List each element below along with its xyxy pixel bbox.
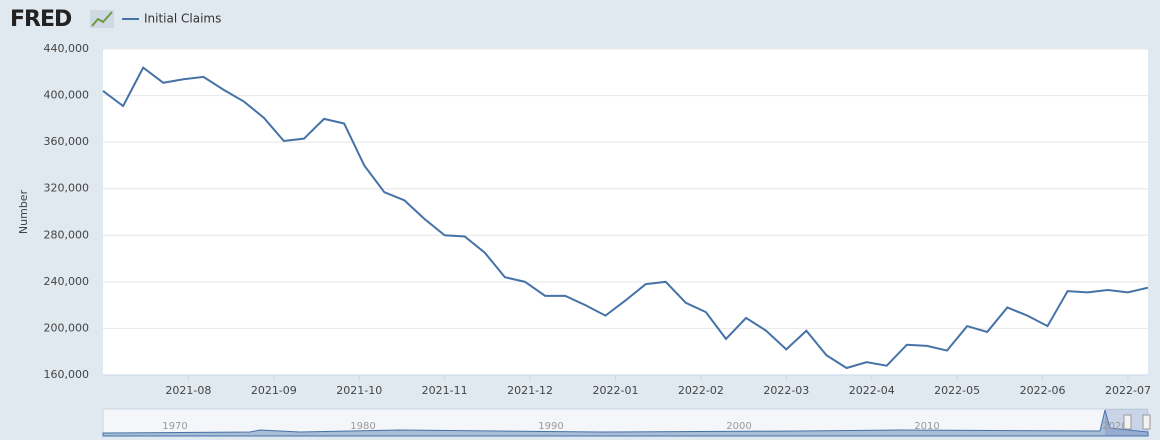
y-tick-label: 160,000: [44, 368, 90, 381]
x-tick-label: 2021-09: [251, 384, 297, 397]
x-tick-label: 2022-06: [1020, 384, 1066, 397]
legend-label[interactable]: Initial Claims: [144, 12, 221, 26]
y-tick-label: 280,000: [44, 228, 90, 241]
x-tick-label: 2021-10: [336, 384, 382, 397]
y-tick-label: 440,000: [44, 42, 90, 55]
navigator-label: 2020: [1102, 421, 1127, 432]
y-tick-label: 240,000: [44, 275, 90, 288]
y-axis-label: Number: [17, 189, 30, 234]
navigator-label: 1990: [538, 421, 563, 432]
x-tick-label: 2022-05: [934, 384, 980, 397]
y-tick-label: 360,000: [44, 135, 90, 148]
line-series: [102, 66, 1149, 370]
x-tick-label: 2022-03: [763, 384, 809, 397]
navigator-label: 2010: [914, 421, 939, 432]
x-tick-label: 2022-07: [1105, 384, 1151, 397]
x-tick-label: 2021-08: [165, 384, 211, 397]
y-tick-label: 320,000: [44, 182, 90, 195]
y-tick-label: 200,000: [44, 321, 90, 334]
x-tick-label: 2022-01: [593, 384, 639, 397]
x-tick-label: 2022-04: [849, 384, 895, 397]
x-tick-label: 2021-12: [507, 384, 553, 397]
y-tick-label: 400,000: [44, 89, 90, 102]
navigator-label: 1980: [350, 421, 375, 432]
navigator: 1970 1980 1990 2000 2010 2020: [102, 408, 1151, 437]
logo-icon: [90, 10, 114, 28]
x-tick-label: 2022-02: [678, 384, 724, 397]
logo: FRED: [10, 7, 72, 32]
x-tick-label: 2021-11: [422, 384, 468, 397]
plot-area: [103, 49, 1148, 375]
navigator-label: 2000: [726, 421, 751, 432]
navigator-label: 1970: [162, 421, 187, 432]
